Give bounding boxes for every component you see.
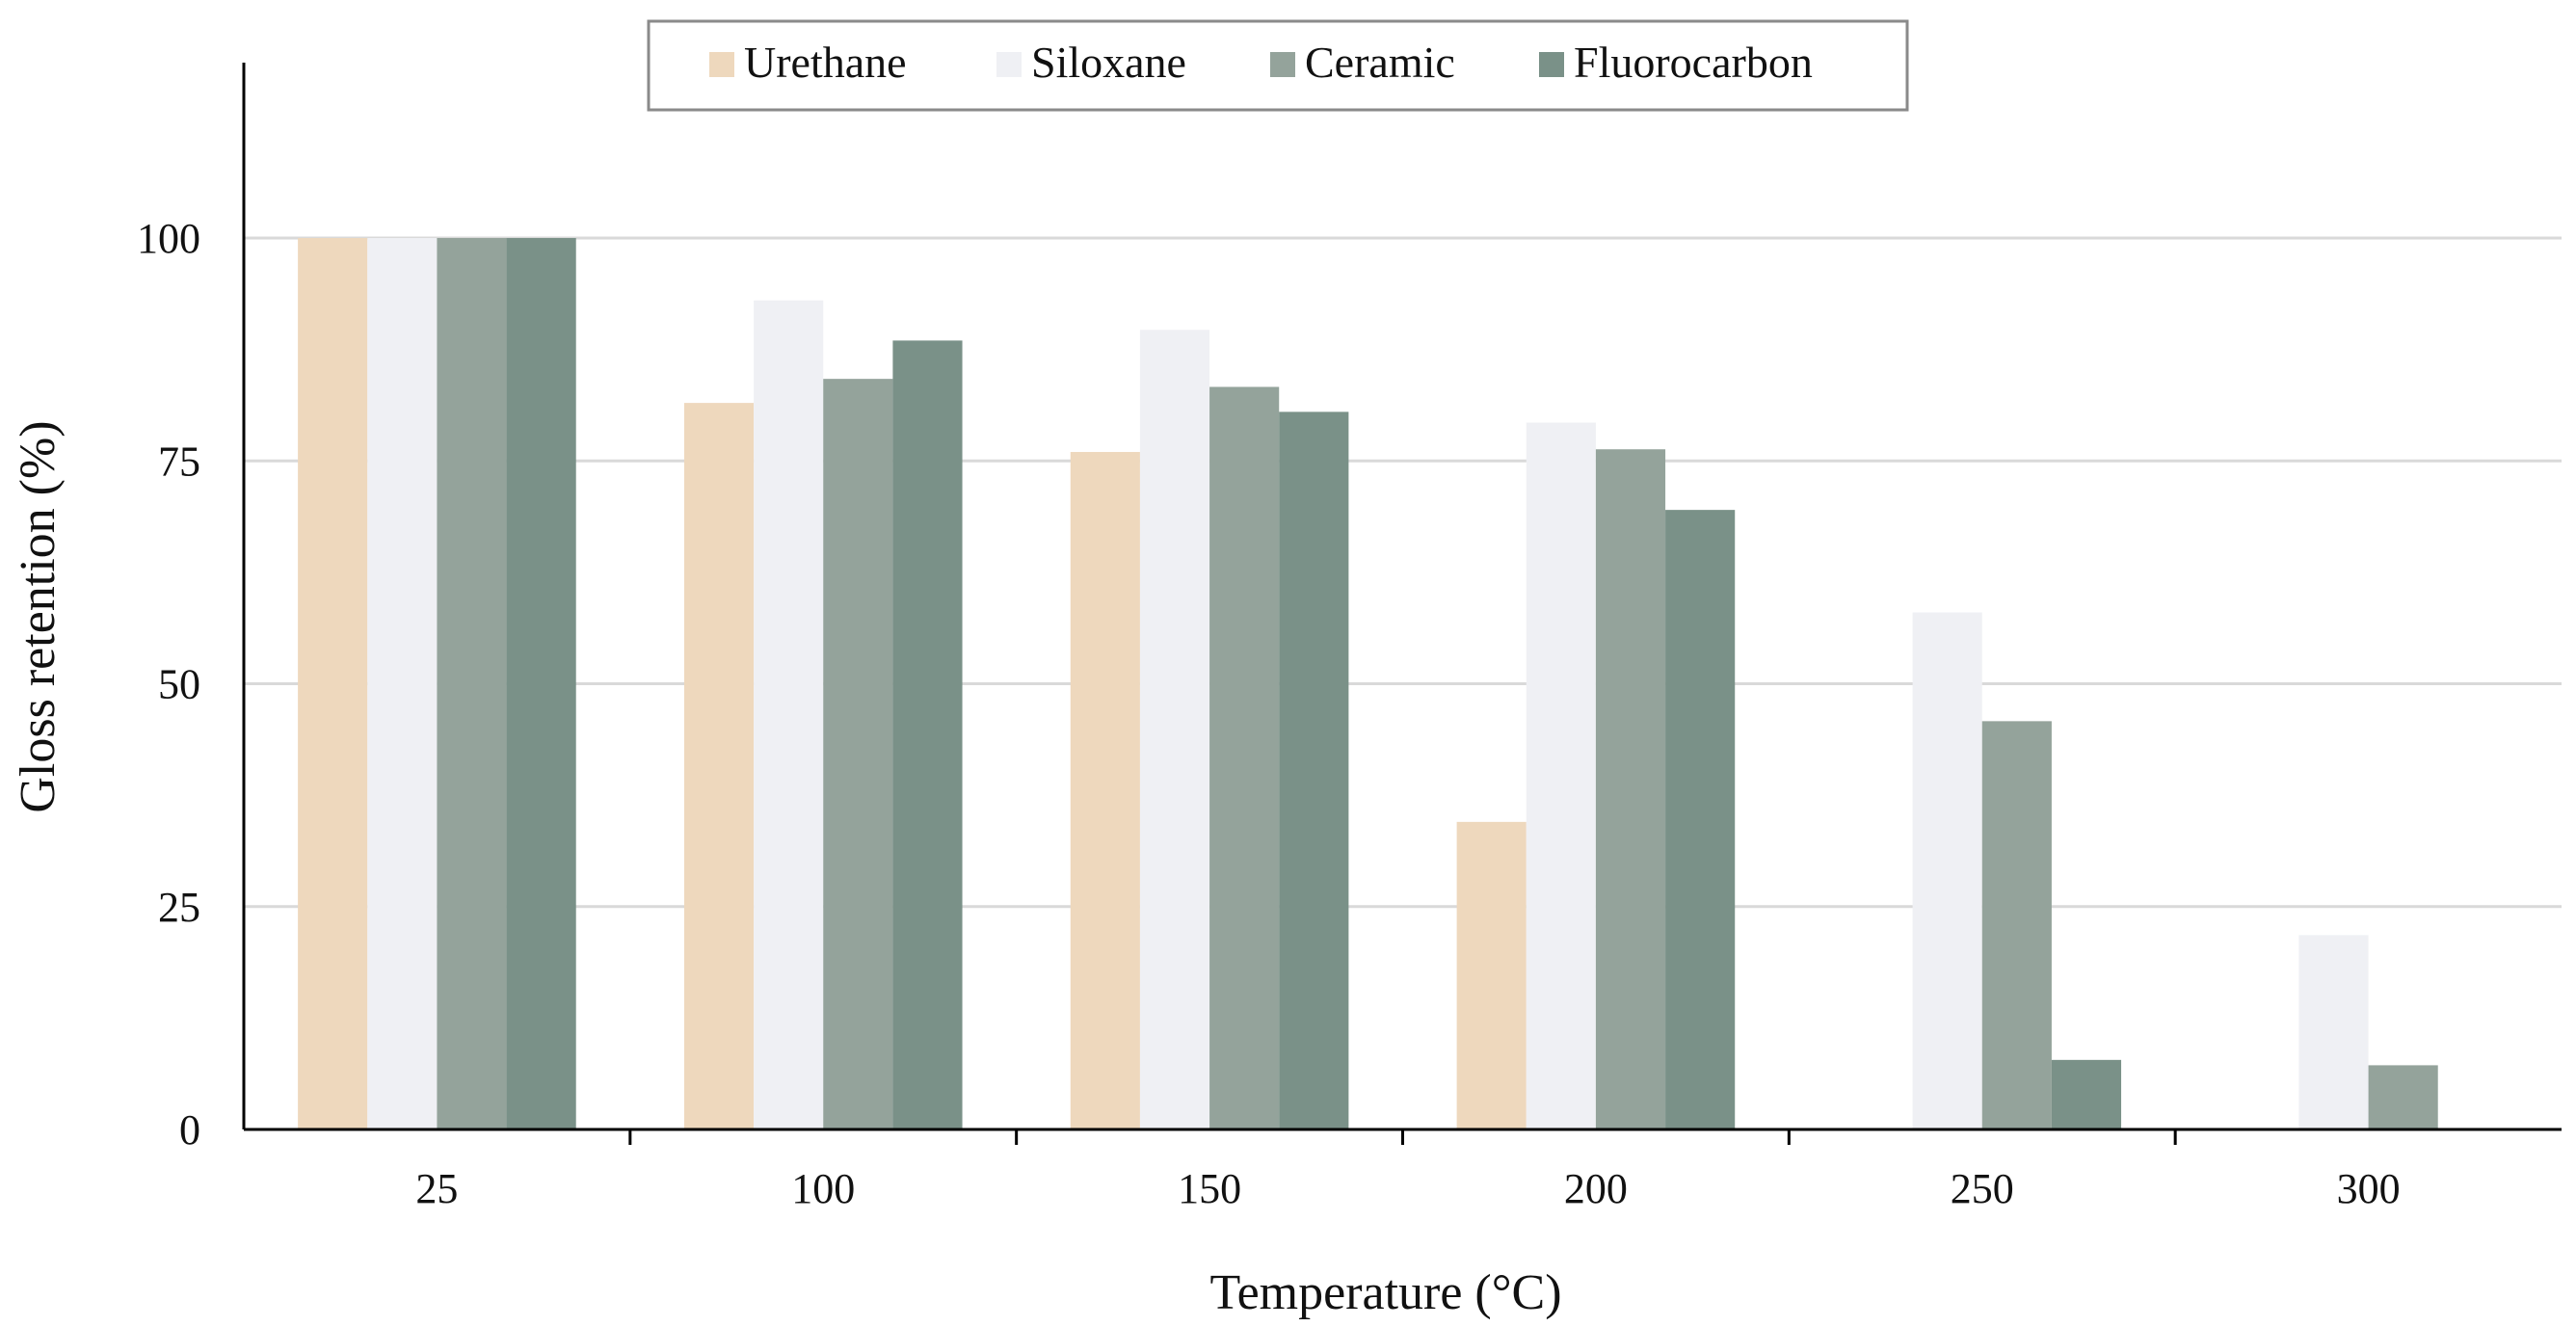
bar-siloxane-100	[754, 300, 824, 1129]
legend-label-siloxane: Siloxane	[1031, 38, 1186, 87]
bar-siloxane-250	[1912, 612, 1982, 1129]
bar-ceramic-25	[437, 238, 507, 1129]
bar-siloxane-150	[1139, 330, 1210, 1129]
x-tick-label: 300	[2337, 1165, 2401, 1212]
y-tick-label: 25	[158, 884, 200, 931]
legend-swatch-siloxane	[996, 52, 1022, 77]
bar-urethane-25	[298, 238, 368, 1129]
bar-fluorocarbon-100	[892, 340, 963, 1129]
x-tick-label: 150	[1178, 1165, 1241, 1212]
bar-fluorocarbon-25	[506, 238, 576, 1129]
legend-swatch-fluorocarbon	[1539, 52, 1564, 77]
legend: Urethane Siloxane Ceramic Fluorocarbon	[647, 19, 1909, 112]
y-tick-label: 0	[179, 1106, 200, 1154]
bar-fluorocarbon-200	[1665, 510, 1736, 1129]
x-axis-title: Temperature (°C)	[1209, 1265, 1561, 1320]
bar-ceramic-300	[2368, 1065, 2438, 1129]
legend-label-ceramic: Ceramic	[1305, 38, 1455, 87]
x-tick-labels: 25 100 150 200 250 300	[415, 1165, 2400, 1212]
bar-siloxane-300	[2298, 935, 2369, 1129]
y-tick-label: 100	[137, 215, 200, 262]
bar-fluorocarbon-250	[2051, 1059, 2122, 1129]
legend-swatch-urethane	[709, 52, 734, 77]
bar-fluorocarbon-150	[1279, 411, 1349, 1129]
x-tick-label: 250	[1951, 1165, 2014, 1212]
bar-siloxane-200	[1526, 422, 1596, 1130]
bar-ceramic-250	[1981, 721, 2052, 1129]
bar-ceramic-200	[1595, 449, 1666, 1130]
axes	[242, 63, 2562, 1145]
legend-swatch-ceramic	[1270, 52, 1295, 77]
grid-lines	[244, 236, 2562, 909]
bar-urethane-150	[1070, 452, 1140, 1129]
bar-urethane-200	[1456, 821, 1527, 1129]
bar-ceramic-100	[823, 379, 893, 1129]
bars	[298, 238, 2438, 1130]
legend-label-urethane: Urethane	[744, 38, 907, 87]
y-tick-label: 75	[158, 438, 200, 485]
legend-label-fluorocarbon: Fluorocarbon	[1574, 38, 1813, 87]
bar-urethane-100	[683, 403, 755, 1129]
bar-ceramic-150	[1209, 386, 1280, 1130]
x-tick-label: 200	[1564, 1165, 1628, 1212]
y-tick-labels: 0 25 50 75 100	[137, 215, 200, 1154]
y-tick-label: 50	[158, 661, 200, 708]
x-tick-label: 25	[415, 1165, 458, 1212]
bar-siloxane-25	[367, 238, 438, 1129]
x-tick-label: 100	[791, 1165, 855, 1212]
y-axis-title: Gloss retention (%)	[11, 420, 66, 812]
